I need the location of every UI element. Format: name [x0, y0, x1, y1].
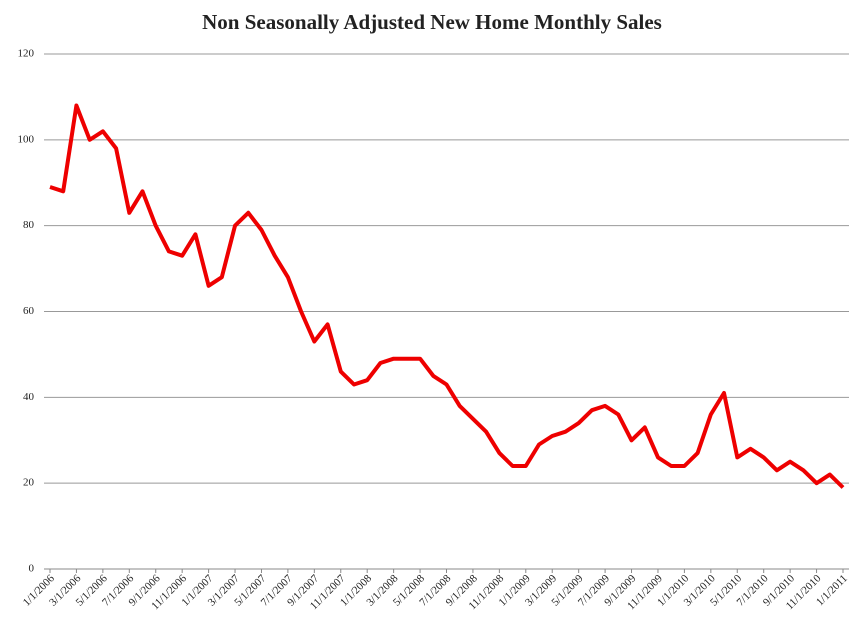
chart-title: Non Seasonally Adjusted New Home Monthly…	[202, 10, 662, 34]
y-tick-label: 120	[18, 48, 35, 60]
y-tick-label: 40	[23, 391, 35, 403]
series-line	[49, 103, 845, 489]
y-tick-label: 80	[23, 219, 35, 231]
y-tick-label: 100	[18, 133, 35, 145]
y-tick-label: 60	[23, 305, 35, 317]
y-tick-label: 0	[29, 563, 35, 575]
y-tick-label: 20	[23, 477, 35, 489]
